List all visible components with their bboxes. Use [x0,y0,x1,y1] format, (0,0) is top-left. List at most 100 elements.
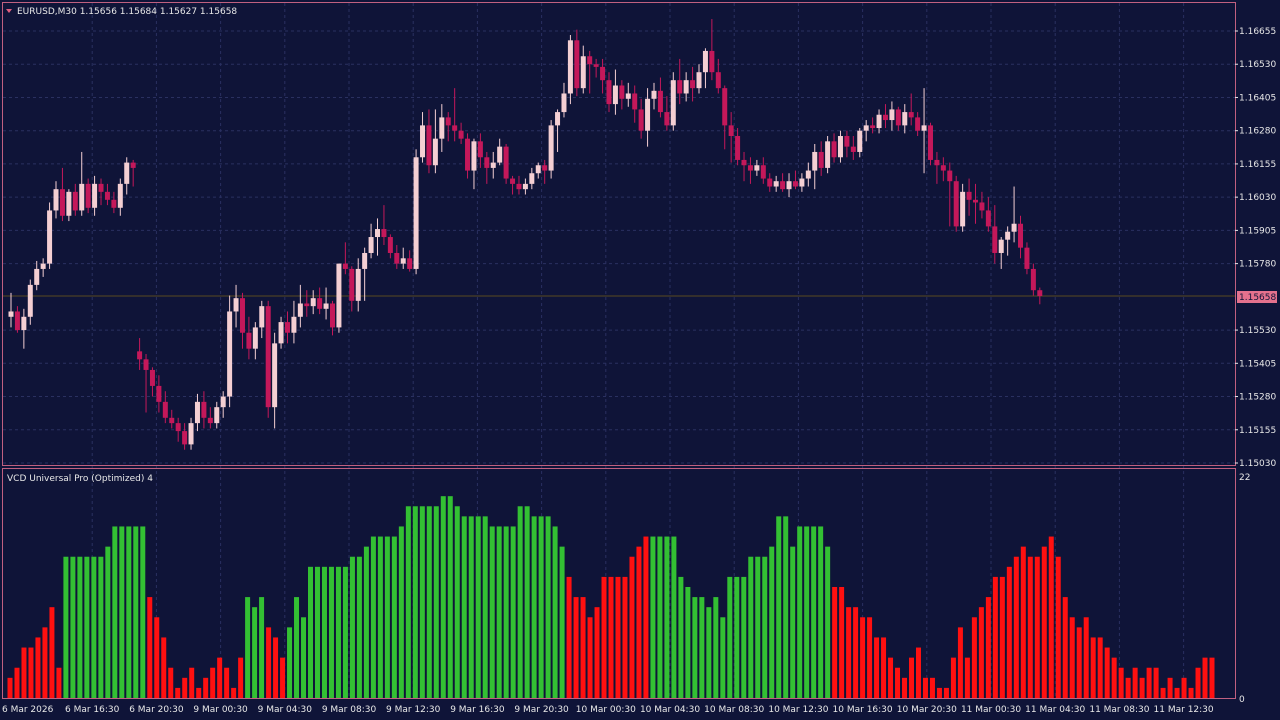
histogram-bar [531,516,537,698]
histogram-bar [1195,667,1201,698]
candle-body [510,178,516,184]
histogram-bar [196,687,202,698]
candle-body [985,210,991,227]
histogram-bar [461,516,467,698]
candle-body [47,210,53,264]
histogram-bar [615,576,621,698]
candle-body [21,316,27,331]
price-tick-label: 1.16655 [1239,27,1276,37]
candle-body [111,199,117,208]
candle-body [754,165,760,171]
candle-body [587,56,593,65]
candle-body [27,284,33,317]
time-tick-label: 10 Mar 04:30 [640,705,700,715]
time-tick-label: 6 Mar 16:30 [65,705,120,715]
time-tick-label: 10 Mar 00:30 [576,705,636,715]
histogram-bar [245,597,251,698]
candle-body [66,191,72,216]
histogram-bar [762,556,768,698]
time-tick-label: 9 Mar 12:30 [386,705,441,715]
histogram-bar [133,526,139,698]
candle-body [915,117,921,131]
candle-body [709,50,715,73]
time-tick-label: 6 Mar 20:30 [129,705,184,715]
candle-body [278,322,284,344]
histogram-bar [454,506,460,698]
candle-body [645,98,651,131]
candle-body [805,170,811,179]
histogram-bar [853,607,859,698]
histogram-bar [1167,677,1173,698]
candle-body [1018,223,1024,248]
candle-body [445,117,451,126]
histogram-bar [266,627,272,698]
time-tick-label: 10 Mar 12:30 [768,705,828,715]
candle-body [143,359,149,370]
price-tag: 1.15658 [1237,291,1277,303]
symbol-header[interactable]: EURUSD,M30 1.15656 1.15684 1.15627 1.156… [6,7,237,17]
histogram-bar [888,657,894,698]
candle-body [310,298,316,307]
histogram-bar [915,647,921,698]
candle-body [908,112,914,118]
candle-body [921,125,927,131]
price-tag-box [1237,291,1277,303]
candle-body [522,183,528,190]
histogram-bar [720,617,726,698]
histogram-bar [1209,657,1215,698]
dropdown-triangle-icon[interactable] [6,9,12,13]
histogram-bar [573,597,579,698]
histogram-bar [1139,677,1145,698]
time-tick-label: 10 Mar 20:30 [897,705,957,715]
candle-body [432,138,438,166]
candle-body [792,181,798,187]
histogram-bar [832,587,838,698]
histogram-bar [140,526,146,698]
candle-body [124,162,130,184]
histogram-bar [1020,546,1026,698]
time-tick-label: 11 Mar 12:30 [1154,705,1214,715]
histogram-bar [175,687,181,698]
histogram-bar [1069,617,1075,698]
candle-body [722,88,728,126]
candle-body [458,130,464,139]
histogram-bar [63,556,69,698]
candle-body [767,178,773,187]
indicator-title: VCD Universal Pro (Optimized) 4 [7,474,153,484]
candle-body [291,316,297,333]
candle-body [979,202,985,211]
candle-body [973,199,978,203]
price-tick-label: 1.15530 [1239,326,1276,336]
histogram-bar [818,526,824,698]
candle-body [773,181,779,187]
candle-body [863,125,869,131]
price-tag-label: 1.15658 [1239,293,1276,303]
price-tick-label: 1.15280 [1239,393,1276,403]
candle-body [850,146,856,152]
histogram-bar [678,576,684,698]
candle-body [947,170,953,182]
histogram-bar [503,526,509,698]
candle-body [818,151,824,168]
histogram-bar [629,556,635,698]
candle-body [59,189,65,216]
histogram-bar [1111,657,1117,698]
histogram-bar [412,506,418,698]
histogram-bar [510,526,516,698]
candle-body [85,183,91,208]
histogram-bar [273,637,279,698]
histogram-bar [126,526,132,698]
candle-body [735,136,741,160]
histogram-bar [1027,556,1033,698]
candle-body [760,165,766,179]
candle-body [220,396,226,408]
candle-body [214,407,220,424]
candle-body [799,178,805,187]
candle-body [130,162,136,168]
histogram-bar [259,597,265,698]
histogram-bar [405,506,411,698]
histogram-bar [713,597,719,698]
histogram-bar [287,627,293,698]
histogram-bar [552,526,558,698]
